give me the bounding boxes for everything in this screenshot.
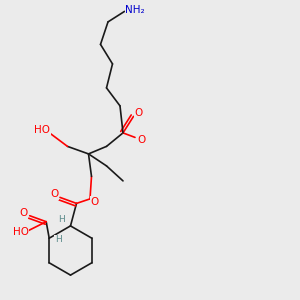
Text: O: O (50, 189, 58, 200)
Text: HO: HO (34, 125, 50, 135)
Text: O: O (135, 108, 143, 118)
Text: O: O (20, 208, 28, 218)
Text: NH₂: NH₂ (125, 5, 145, 15)
Text: HO: HO (13, 227, 29, 237)
Text: O: O (90, 197, 99, 207)
Text: H: H (55, 235, 62, 244)
Text: H: H (58, 215, 65, 224)
Text: O: O (137, 135, 146, 146)
